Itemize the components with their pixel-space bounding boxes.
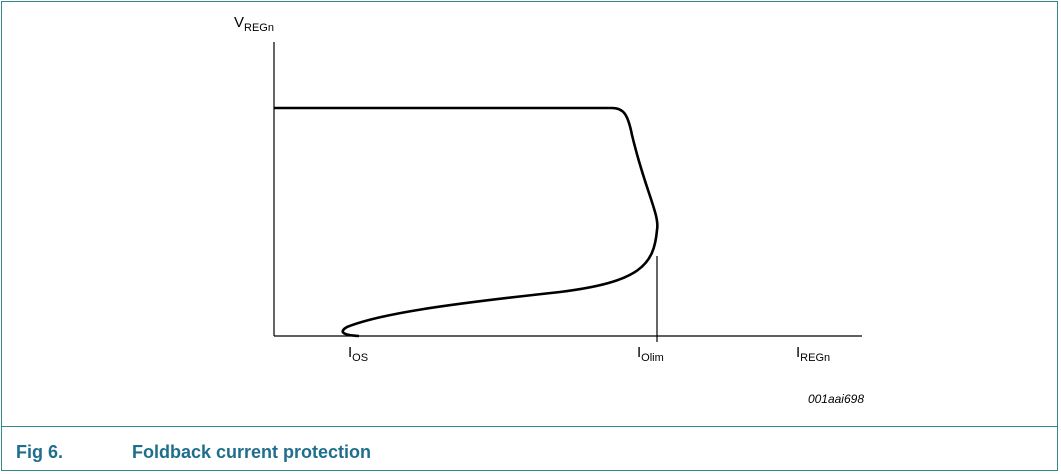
y-axis-label: VREGn [234,14,274,34]
x-axis-label: IREGn [796,344,831,364]
iolim-label-sub: Olim [641,352,664,364]
ios-label: IOS [348,344,369,364]
figure-title: Foldback current protection [132,442,372,462]
iolim-label-main: I [637,344,642,361]
x-axis-label-main: I [796,344,801,361]
iolim-label: IOlim [637,344,664,364]
y-axis-label-main: V [234,14,245,31]
figure-number: Fig 6. [16,442,64,462]
figure-code: 001aai698 [807,392,864,406]
ios-label-sub: OS [352,352,369,364]
caption-divider [1,426,1058,427]
x-axis-label-sub: REGn [800,352,831,364]
ios-label-main: I [348,344,353,361]
figure-caption: Fig 6. Foldback current protection [16,442,371,463]
y-axis-label-sub: REGn [244,22,274,34]
foldback-curve [274,106,659,338]
